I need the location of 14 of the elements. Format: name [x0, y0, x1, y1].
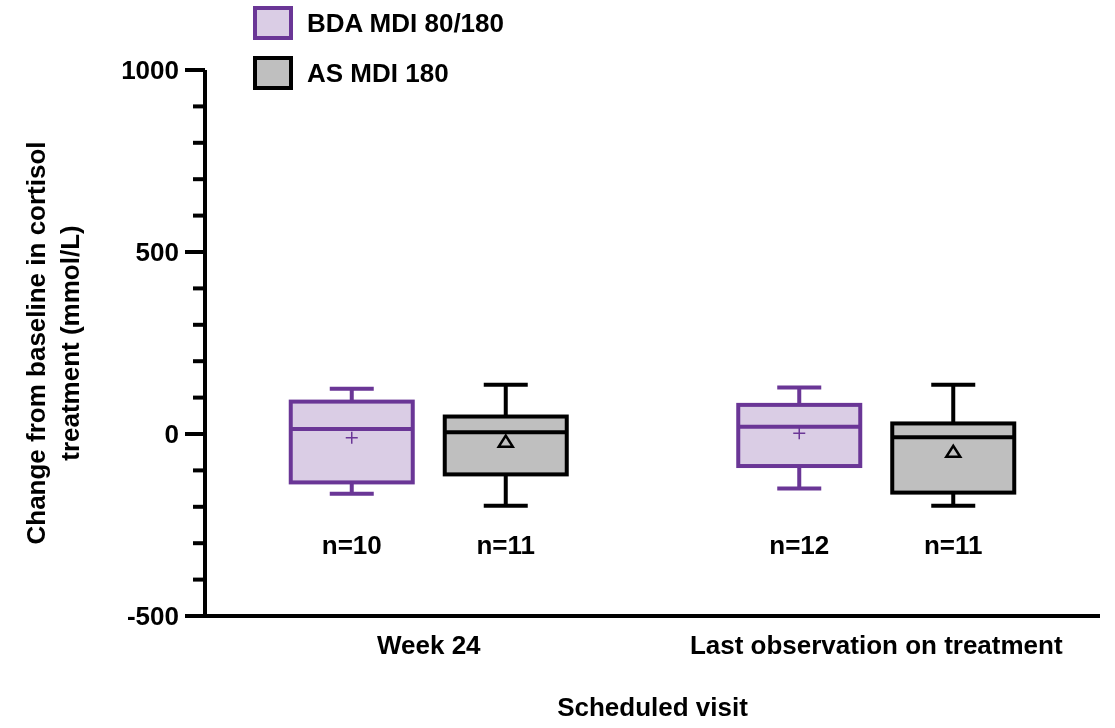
y-tick-label: 500: [135, 237, 179, 268]
y-tick-label: -500: [126, 601, 179, 632]
y-axis-title: Change from baseline in cortisol treatment (mmol/L): [21, 141, 85, 545]
legend-label: AS MDI 180: [307, 58, 449, 89]
annotation: n=11: [923, 530, 983, 560]
x-tick-label: Last observation on treatment: [689, 630, 1063, 660]
y-tick-label: 1000: [121, 55, 179, 86]
y-tick-label: 0: [164, 419, 179, 450]
x-axis-title: Scheduled visit: [557, 692, 749, 722]
legend-label: BDA MDI 80/180: [307, 8, 504, 39]
annotation: n=11: [476, 530, 536, 560]
annotation: n=10: [321, 530, 382, 560]
annotation: n=12: [769, 530, 830, 560]
x-tick-label: Week 24: [376, 630, 482, 660]
